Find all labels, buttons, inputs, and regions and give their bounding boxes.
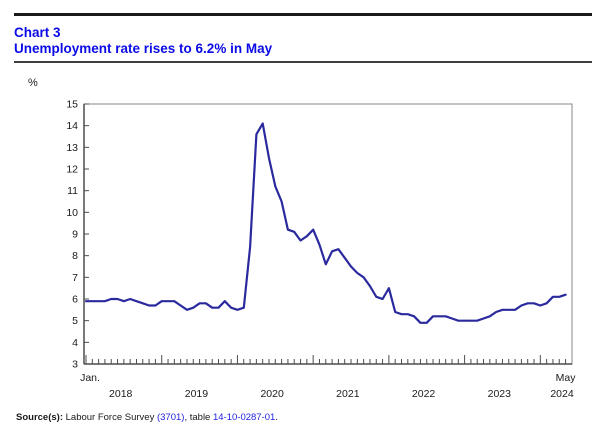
- source-label: Source(s):: [16, 412, 63, 423]
- title-underline: [14, 61, 592, 63]
- plot-frame: [83, 103, 573, 365]
- y-tick-label: 13: [66, 142, 78, 154]
- y-tick-label: 3: [72, 359, 78, 371]
- x-axis-year-label: 2021: [336, 388, 360, 400]
- chart-title: Unemployment rate rises to 6.2% in May: [14, 41, 273, 56]
- y-tick-label: 5: [72, 315, 78, 327]
- x-axis-year-label: 2022: [412, 388, 436, 400]
- x-axis-year-label: 2019: [185, 388, 209, 400]
- y-tick-label: 8: [72, 250, 78, 262]
- y-tick-label: 11: [67, 185, 78, 197]
- source-text-table: , table: [184, 412, 213, 423]
- x-axis-end-month-label: May: [556, 372, 577, 384]
- y-tick-label: 9: [72, 229, 78, 241]
- y-tick-label: 15: [66, 99, 78, 111]
- x-axis-year-label: 2020: [260, 388, 284, 400]
- top-rule: [14, 13, 592, 16]
- y-tick-label: 12: [66, 164, 78, 176]
- y-tick-label: 6: [72, 294, 78, 306]
- y-tick-label: 14: [66, 120, 78, 132]
- survey-number-link[interactable]: (3701): [156, 412, 185, 423]
- x-axis-year-label: 2018: [109, 388, 133, 400]
- chart-kicker: Chart 3: [14, 25, 61, 40]
- unemployment-rate-line: [84, 122, 567, 324]
- x-axis-start-month-label: Jan.: [80, 372, 100, 384]
- source-text-period: .: [275, 412, 278, 423]
- y-tick-label: 7: [72, 272, 78, 284]
- x-axis-year-label: 2023: [488, 388, 512, 400]
- y-tick-label: 4: [72, 337, 78, 349]
- table-number-link[interactable]: 14-10-0287-01: [212, 412, 276, 423]
- source-text-survey: Labour Force Survey: [62, 412, 157, 423]
- source-note: Source(s): Labour Force Survey (3701), t…: [16, 412, 278, 423]
- y-axis-unit-label: %: [28, 77, 38, 89]
- y-tick-label: 10: [66, 207, 78, 219]
- x-axis-year-label: 2024: [550, 388, 574, 400]
